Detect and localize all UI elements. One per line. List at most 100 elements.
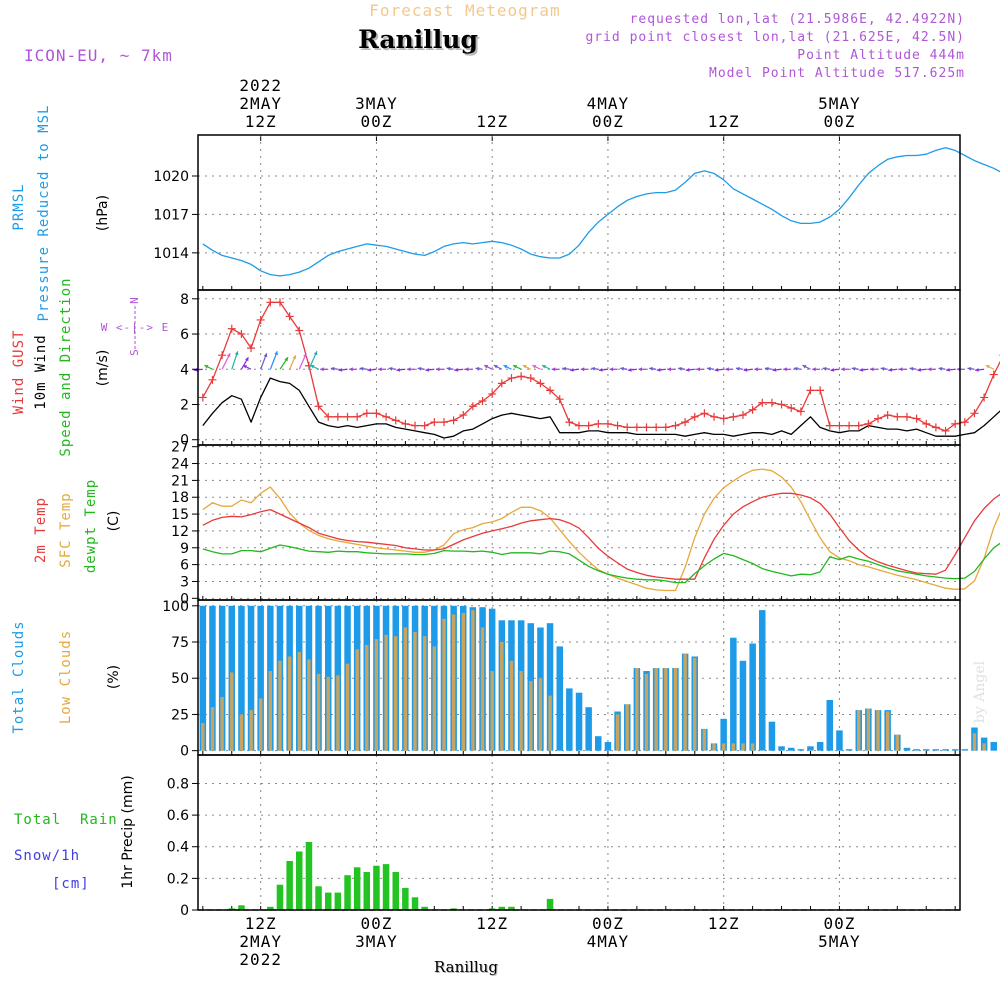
compass-n: N — [128, 296, 141, 304]
pressure-y-ticks: 1014 1017 1020 — [153, 169, 198, 262]
gust-marker — [391, 416, 400, 425]
low-cloud-bar — [394, 636, 398, 751]
total-cloud-bar — [749, 643, 756, 751]
y-tick-label: 50 — [171, 671, 189, 687]
low-cloud-bar — [876, 710, 880, 751]
gust-marker — [459, 411, 468, 420]
gust-marker — [642, 423, 651, 432]
wind-direction-arrowhead — [764, 366, 769, 371]
low-cloud-bar — [673, 668, 678, 751]
y-tick-label: 1017 — [153, 207, 189, 223]
wind-direction-arrowhead — [446, 366, 451, 371]
gust-marker — [874, 414, 883, 423]
total-cloud-bar — [257, 605, 264, 751]
page-title: Ranillug — [360, 27, 480, 56]
low-cloud-bar — [210, 707, 215, 751]
low-cloud-bar — [886, 711, 890, 751]
dewpoint-line — [202, 542, 1000, 584]
top-axis-label: 2022 — [239, 76, 282, 95]
y-tick-label: 0 — [180, 591, 189, 607]
wind-direction-arrowhead — [425, 368, 429, 372]
y-tick-label: 0 — [180, 744, 189, 760]
total-cloud-bar — [807, 746, 814, 751]
y-tick-label: 24 — [171, 457, 189, 473]
compass-s: S — [128, 348, 141, 356]
gust-marker — [517, 372, 526, 381]
low-cloud-bar — [615, 714, 620, 751]
low-cloud-bar — [287, 656, 292, 751]
wind-direction-arrowhead — [938, 366, 943, 371]
wind-direction-arrowhead — [620, 366, 624, 371]
wind-direction-arrowhead — [841, 367, 845, 372]
wind-direction-arrowhead — [754, 367, 758, 372]
total-cloud-bar — [604, 742, 612, 751]
low-cloud-bar — [625, 704, 629, 751]
wind-direction-arrowhead — [802, 365, 807, 369]
wind-direction-arrowhead — [388, 366, 393, 371]
rain-bar — [382, 864, 390, 910]
bottom-axis-label: 12Z — [708, 914, 740, 933]
temp-unit: (C) — [106, 511, 122, 532]
top-axis-label: 00Z — [592, 112, 624, 131]
total-cloud-bar — [903, 747, 911, 751]
wind-direction-arrowhead — [570, 368, 574, 372]
top-axis-label: 12Z — [476, 112, 508, 131]
footer-location: Ranillug — [435, 959, 499, 977]
wind-direction-arrowhead — [359, 366, 364, 371]
low-cloud-bar — [664, 668, 668, 751]
wind-direction-arrowhead — [303, 353, 307, 358]
gust-marker — [960, 418, 969, 427]
y-tick-label: 6 — [180, 558, 189, 574]
rain-bar — [238, 905, 245, 910]
wind-direction-arrowhead — [226, 353, 231, 358]
total-cloud-bar — [932, 749, 940, 751]
wind-direction-arrowhead — [562, 366, 567, 371]
y-tick-label: 0.4 — [167, 840, 189, 856]
gust-marker — [237, 330, 246, 339]
gust-marker — [767, 398, 776, 407]
gust-marker — [575, 421, 583, 430]
low-cloud-bar — [403, 627, 408, 751]
rain-bar — [286, 861, 293, 910]
wind-direction-arrowhead — [743, 368, 748, 372]
wind-direction-arrowhead — [685, 368, 690, 372]
gust-marker — [546, 386, 555, 395]
gust-marker — [623, 423, 632, 432]
wind-direction-arrowhead — [880, 366, 885, 371]
wind-direction-arrowhead — [417, 366, 422, 371]
y-tick-label: 18 — [171, 490, 189, 506]
low-cloud-bar — [307, 659, 311, 751]
y-tick-label: 4 — [180, 362, 189, 378]
total-cloud-bar — [730, 637, 737, 751]
rain-label: Total Rain — [14, 812, 118, 828]
rain-bar — [353, 867, 361, 910]
low-cloud-bar — [432, 646, 436, 751]
low-cloud-bar — [644, 673, 649, 751]
gust-marker — [854, 421, 863, 430]
total-cloud-bar — [816, 742, 824, 751]
bottom-axis-label: 00Z — [823, 914, 855, 933]
temp-ylabel-2: SFC Temp — [58, 492, 74, 567]
bottom-axis-label: 00Z — [360, 914, 392, 933]
gust-marker — [343, 412, 352, 421]
wind-direction-arrowhead — [830, 368, 835, 372]
wind-direction-arrowhead — [638, 367, 642, 372]
wind-direction-arrowhead — [532, 365, 537, 369]
gust-marker — [227, 324, 236, 333]
gust-marker — [845, 421, 854, 430]
total-cloud-bar — [961, 749, 969, 751]
wind-direction-arrowhead — [927, 367, 932, 372]
gust-marker — [777, 400, 786, 409]
gust-marker — [700, 409, 709, 418]
y-tick-label: 3 — [180, 574, 189, 590]
wind-speed-line — [202, 377, 1000, 439]
wind-direction-arrowhead — [503, 365, 508, 369]
gust-marker — [555, 395, 564, 404]
low-cloud-bar — [201, 723, 205, 751]
gust-marker — [382, 412, 391, 421]
model-label: ICON-EU, ~ 7km — [24, 46, 173, 65]
wind-direction-arrowhead — [367, 368, 372, 372]
bottom-axis-label: 12Z — [476, 914, 508, 933]
